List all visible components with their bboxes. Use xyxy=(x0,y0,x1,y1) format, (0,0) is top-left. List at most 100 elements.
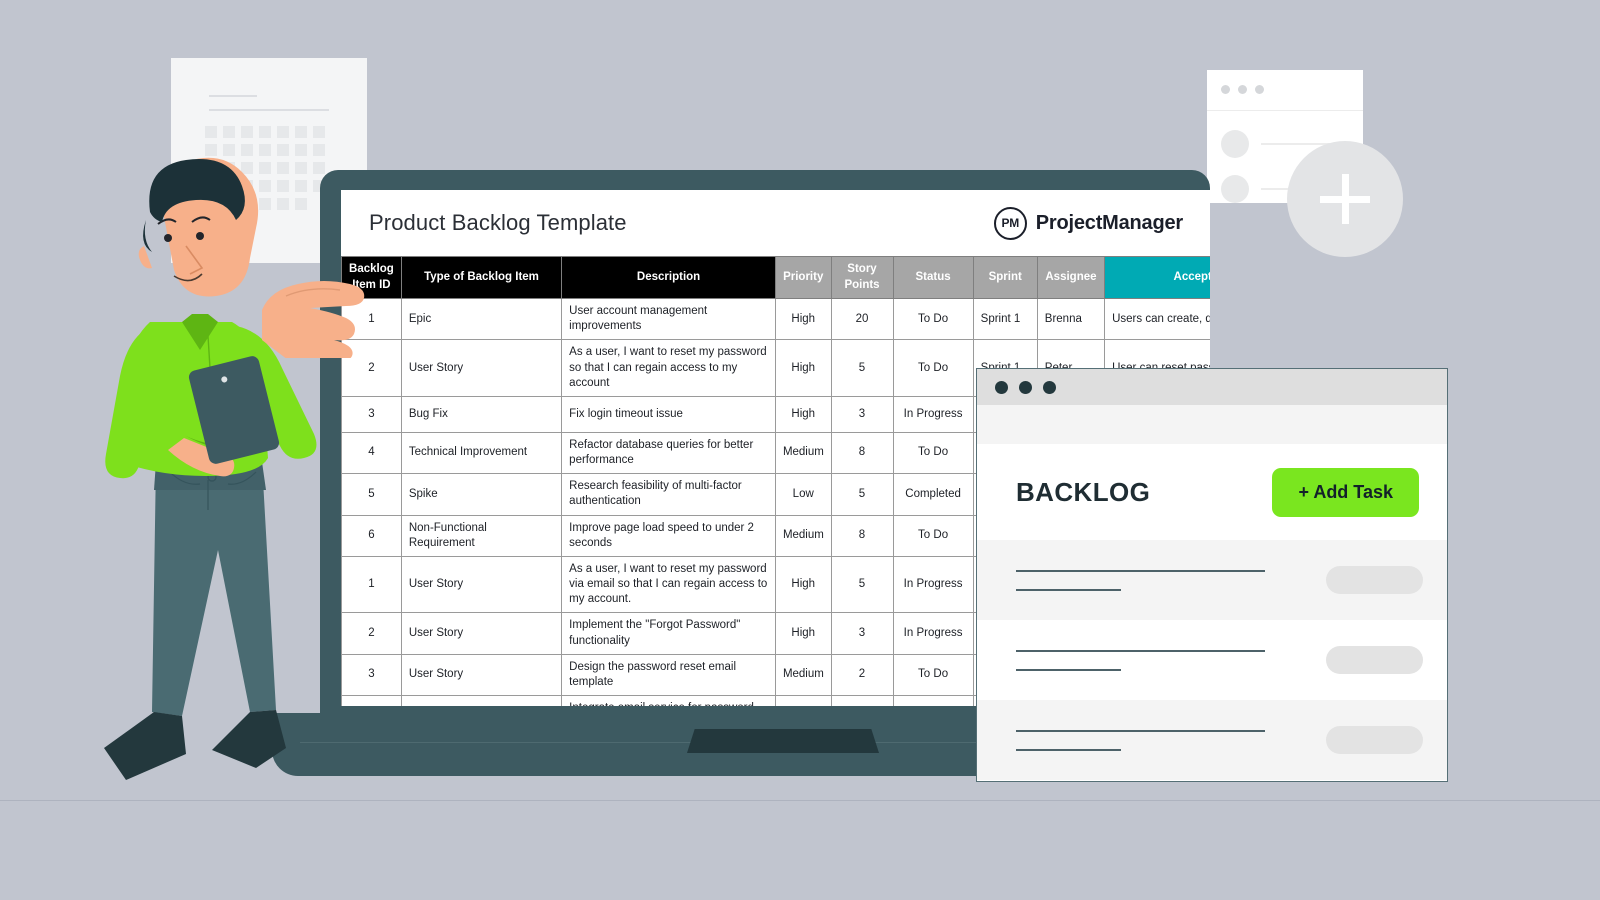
cell-type[interactable]: Epic xyxy=(400,297,563,341)
column-header-acceptance-criteria[interactable]: Acceptance Criteria xyxy=(1104,256,1210,299)
cell-sprint[interactable]: Sprint 1 xyxy=(972,297,1038,341)
column-header-description[interactable]: Description xyxy=(561,256,776,299)
placeholder-line xyxy=(1016,729,1265,732)
pm-monogram-icon: PM xyxy=(993,206,1027,240)
cell-type[interactable]: User Story xyxy=(400,339,563,397)
task-placeholder-row[interactable] xyxy=(977,620,1447,700)
window-dot-icon xyxy=(1238,85,1247,94)
column-header-backlog-item-id[interactable]: Backlog Item ID xyxy=(341,256,402,299)
cell-type[interactable]: User Story xyxy=(400,555,563,614)
column-header-story-points[interactable]: Story Points xyxy=(830,256,894,299)
pocket-seam xyxy=(169,471,201,485)
cell-id[interactable]: 5 xyxy=(341,473,402,516)
column-header-assignee[interactable]: Assignee xyxy=(1036,256,1106,299)
window-dot-icon[interactable] xyxy=(995,380,1008,394)
cell-status[interactable]: To Do xyxy=(892,514,974,557)
cell-id[interactable]: 4 xyxy=(341,431,402,475)
cell-type[interactable]: User Story xyxy=(400,612,563,655)
cell-desc[interactable]: Research feasibility of multi-factor aut… xyxy=(561,473,776,516)
cell-desc[interactable]: Implement the "Forgot Password" function… xyxy=(561,612,776,655)
cell-id[interactable]: 2 xyxy=(341,339,402,397)
eye-left xyxy=(164,234,172,242)
trousers xyxy=(152,462,276,716)
cell-id[interactable]: 1 xyxy=(341,555,402,614)
cell-status[interactable]: In Progress xyxy=(892,555,974,614)
status-pill-placeholder[interactable] xyxy=(1326,646,1423,674)
cell-type[interactable]: Technical Improvement xyxy=(400,431,563,475)
cell-desc[interactable]: Refactor database queries for better per… xyxy=(561,431,776,475)
cell-id[interactable]: 6 xyxy=(341,514,402,557)
cell-desc[interactable]: Design the password reset email template xyxy=(561,653,776,697)
cell-points[interactable]: 8 xyxy=(830,431,894,475)
column-header-type[interactable]: Type of Backlog Item xyxy=(400,256,563,299)
cell-desc[interactable]: Integrate email service for password res… xyxy=(561,695,776,706)
cell-id[interactable]: 3 xyxy=(341,395,402,433)
cell-desc[interactable]: User account management improvements xyxy=(561,297,776,341)
cell-priority[interactable]: High xyxy=(774,395,832,433)
cell-points[interactable]: 3 xyxy=(830,695,894,706)
cell-points[interactable]: 3 xyxy=(830,612,894,655)
cell-status[interactable]: To Do xyxy=(892,695,974,706)
cell-points[interactable]: 5 xyxy=(830,473,894,516)
cell-status[interactable]: To Do xyxy=(892,431,974,475)
cell-status[interactable]: To Do xyxy=(892,339,974,397)
eyebrow-left xyxy=(157,218,177,225)
cell-points[interactable]: 2 xyxy=(830,653,894,697)
cell-id[interactable]: 3 xyxy=(341,653,402,697)
cell-assignee[interactable]: Brenna xyxy=(1036,297,1106,341)
mouth xyxy=(173,273,203,282)
cell-status[interactable]: To Do xyxy=(892,653,974,697)
cell-priority[interactable]: High xyxy=(774,695,832,706)
cell-priority[interactable]: Medium xyxy=(774,653,832,697)
hair xyxy=(149,159,245,222)
laptop-notch xyxy=(687,729,879,753)
cell-status[interactable]: In Progress xyxy=(892,395,974,433)
task-placeholder-row[interactable] xyxy=(977,540,1447,620)
placeholder-lines xyxy=(1016,729,1265,751)
table-row[interactable]: 1 Epic User account management improvement… xyxy=(341,297,1210,341)
cell-priority[interactable]: High xyxy=(774,612,832,655)
tablet-camera-icon xyxy=(221,376,228,383)
cell-type[interactable]: Spike xyxy=(400,473,563,516)
add-task-button[interactable]: + Add Task xyxy=(1272,467,1419,517)
backlog-app-window: BACKLOG + Add Task xyxy=(976,368,1448,782)
column-header-sprint[interactable]: Sprint xyxy=(972,256,1038,299)
cell-priority[interactable]: Medium xyxy=(774,514,832,557)
cell-type[interactable]: Bug Fix xyxy=(400,395,563,433)
cell-points[interactable]: 5 xyxy=(830,339,894,397)
cell-type[interactable]: Non-Functional Requirement xyxy=(400,514,563,557)
window-dot-icon[interactable] xyxy=(1019,380,1032,394)
cell-id[interactable]: 2 xyxy=(341,612,402,655)
cell-status[interactable]: To Do xyxy=(892,297,974,341)
cell-desc[interactable]: As a user, I want to reset my password v… xyxy=(561,555,776,614)
cell-status[interactable]: In Progress xyxy=(892,612,974,655)
avatar xyxy=(1221,130,1249,158)
brand-name: ProjectManager xyxy=(1035,211,1183,234)
cell-desc[interactable]: Fix login timeout issue xyxy=(561,395,776,433)
cell-type[interactable]: User Story xyxy=(400,695,563,706)
cell-criteria[interactable]: Users can create, delete xyxy=(1104,297,1210,341)
window-dot-icon[interactable] xyxy=(1043,380,1056,394)
cell-priority[interactable]: High xyxy=(774,297,832,341)
cell-points[interactable]: 3 xyxy=(830,395,894,433)
cell-desc[interactable]: As a user, I want to reset my password s… xyxy=(561,339,776,397)
cell-type[interactable]: User Story xyxy=(400,653,563,697)
cell-priority[interactable]: High xyxy=(774,555,832,614)
window-dot-icon xyxy=(1221,85,1230,94)
status-pill-placeholder[interactable] xyxy=(1326,566,1423,594)
column-header-priority[interactable]: Priority xyxy=(774,256,832,299)
cell-priority[interactable]: Medium xyxy=(774,431,832,475)
cell-status[interactable]: Completed xyxy=(892,473,974,516)
placeholder-lines xyxy=(1016,569,1265,591)
cell-points[interactable]: 5 xyxy=(830,555,894,614)
cell-desc[interactable]: Improve page load speed to under 2 secon… xyxy=(561,514,776,557)
cell-priority[interactable]: High xyxy=(774,339,832,397)
cell-points[interactable]: 20 xyxy=(830,297,894,341)
cell-points[interactable]: 8 xyxy=(830,514,894,557)
doc-text-line xyxy=(209,95,257,97)
task-placeholder-row[interactable] xyxy=(977,700,1447,780)
cell-priority[interactable]: Low xyxy=(774,473,832,516)
column-header-status[interactable]: Status xyxy=(892,256,974,299)
status-pill-placeholder[interactable] xyxy=(1326,726,1423,754)
calendar-grid xyxy=(205,126,333,210)
